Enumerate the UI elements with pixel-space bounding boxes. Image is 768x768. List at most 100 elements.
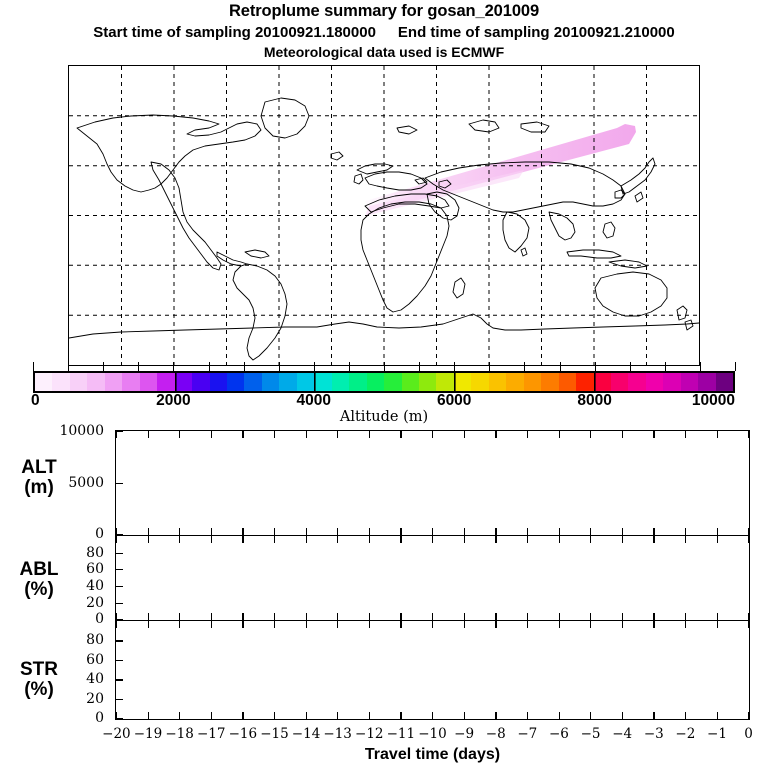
x-axis-tick-label: −7: [517, 726, 538, 742]
x-axis-tick: [590, 712, 592, 719]
x-axis-tick: [621, 431, 623, 438]
colorbar-swatch: [436, 373, 454, 391]
colorbar-tick: [138, 362, 140, 371]
colorbar-swatch: [69, 373, 88, 391]
x-axis-tick: [526, 528, 529, 535]
y-axis-tick: [116, 431, 123, 433]
x-axis-tick: [495, 621, 497, 628]
x-axis-tick: [274, 613, 276, 620]
world-map-panel[interactable]: [68, 65, 700, 366]
alt-y-tick-labels: 0 5000 10000: [0, 424, 108, 541]
y-axis-tick: [116, 569, 123, 571]
x-axis-tick-label: −3: [643, 726, 664, 742]
y-axis-tick: [116, 679, 123, 681]
colorbar-swatch: [715, 373, 734, 391]
x-axis-tick-label: −1: [707, 726, 727, 742]
colorbar-tick: [559, 362, 561, 371]
colorbar-swatch: [174, 373, 193, 391]
x-axis-tick: [337, 528, 339, 535]
colorbar-tick: [699, 362, 701, 371]
map-coastlines: [69, 97, 699, 361]
x-axis-tick-label: −18: [165, 726, 194, 742]
x-axis-tick: [368, 528, 371, 535]
y-axis-tick: [116, 659, 123, 662]
x-axis-tick: [748, 536, 750, 543]
x-axis-tick: [337, 712, 339, 719]
colorbar-tick: [594, 362, 596, 371]
x-axis-tick-label: −4: [612, 726, 633, 742]
x-axis-tick: [368, 536, 371, 543]
colorbar-tick: [313, 362, 315, 371]
x-axis-tick: [621, 621, 623, 628]
x-axis-tick: [116, 536, 118, 543]
x-axis-tick-label: −5: [580, 726, 601, 742]
world-map-graphic: [69, 66, 699, 365]
colorbar-tick: [629, 362, 631, 371]
x-axis-tick: [147, 712, 149, 719]
x-axis-tick: [558, 621, 560, 628]
x-axis-tick: [463, 621, 465, 628]
colorbar-tick-label: 2000: [156, 392, 191, 409]
alt-row-title-line2: (m): [24, 476, 54, 498]
x-axis-tick: [558, 613, 560, 620]
x-axis-tick: [653, 613, 655, 620]
sampling-time-line: Start time of sampling 20100921.180000 En…: [0, 24, 768, 41]
colorbar-swatch: [506, 373, 524, 391]
colorbar-tick-label: 8000: [577, 392, 612, 409]
x-axis-tick: [274, 712, 276, 719]
x-axis-title: Travel time (days): [364, 746, 501, 763]
x-axis-tick-label: −2: [675, 726, 696, 742]
x-axis-tick: [495, 613, 497, 620]
x-axis-tick: [684, 536, 687, 543]
colorbar-swatch: [593, 373, 611, 391]
x-axis-tick-label: −19: [133, 726, 163, 742]
x-axis-tick: [147, 528, 149, 535]
str-plot-panel[interactable]: [115, 620, 750, 720]
y-axis-tick: [116, 552, 123, 554]
y-axis-tick: [116, 619, 123, 621]
x-axis-tick: [558, 712, 560, 719]
y-axis-tick-label: 5000: [68, 474, 104, 491]
x-axis-tick: [558, 431, 560, 438]
x-axis-tick: [463, 536, 465, 543]
x-axis-tick: [147, 613, 149, 620]
x-axis-tick: [748, 613, 750, 620]
colorbar-swatch: [471, 373, 489, 391]
map-graticule: [69, 66, 699, 365]
x-axis-tick: [400, 712, 402, 719]
colorbar-swatch: [279, 373, 297, 391]
meteorology-label: Meteorological data used is ECMWF: [263, 44, 505, 60]
x-axis-tick: [242, 431, 244, 438]
y-axis-tick: [116, 718, 123, 720]
x-axis-tick: [684, 613, 687, 620]
x-axis-tick: [337, 431, 339, 438]
x-axis-tick: [621, 528, 623, 535]
colorbar-tick: [735, 362, 736, 371]
colorbar-tick: [664, 362, 666, 371]
alt-plot-panel[interactable]: [115, 430, 750, 536]
colorbar-tick: [489, 362, 491, 371]
colorbar-swatch: [35, 373, 53, 391]
x-axis-tick: [116, 528, 118, 535]
colorbar-swatch: [209, 373, 227, 391]
colorbar-tick: [278, 362, 280, 371]
x-axis-tick: [274, 536, 276, 543]
x-axis-tick-label: −16: [228, 726, 258, 742]
abl-plot-panel[interactable]: [115, 535, 750, 621]
altitude-colorbar[interactable]: [33, 371, 735, 393]
x-axis-tick: [716, 621, 718, 628]
x-axis-tick: [368, 431, 371, 438]
x-axis-tick: [621, 613, 623, 620]
x-axis-tick: [495, 431, 497, 438]
x-axis-tick-label: −11: [386, 726, 416, 742]
x-axis-tick: [463, 712, 465, 719]
y-axis-tick: [116, 640, 123, 642]
colorbar-swatch: [122, 373, 140, 391]
str-row-title: STR (%): [0, 660, 78, 700]
x-axis-tick: [179, 712, 181, 719]
x-axis-tick: [432, 536, 434, 543]
x-axis-tick: [684, 712, 687, 719]
x-axis-tick: [748, 431, 750, 438]
colorbar-swatch: [52, 373, 70, 391]
colorbar-swatch: [226, 373, 245, 391]
